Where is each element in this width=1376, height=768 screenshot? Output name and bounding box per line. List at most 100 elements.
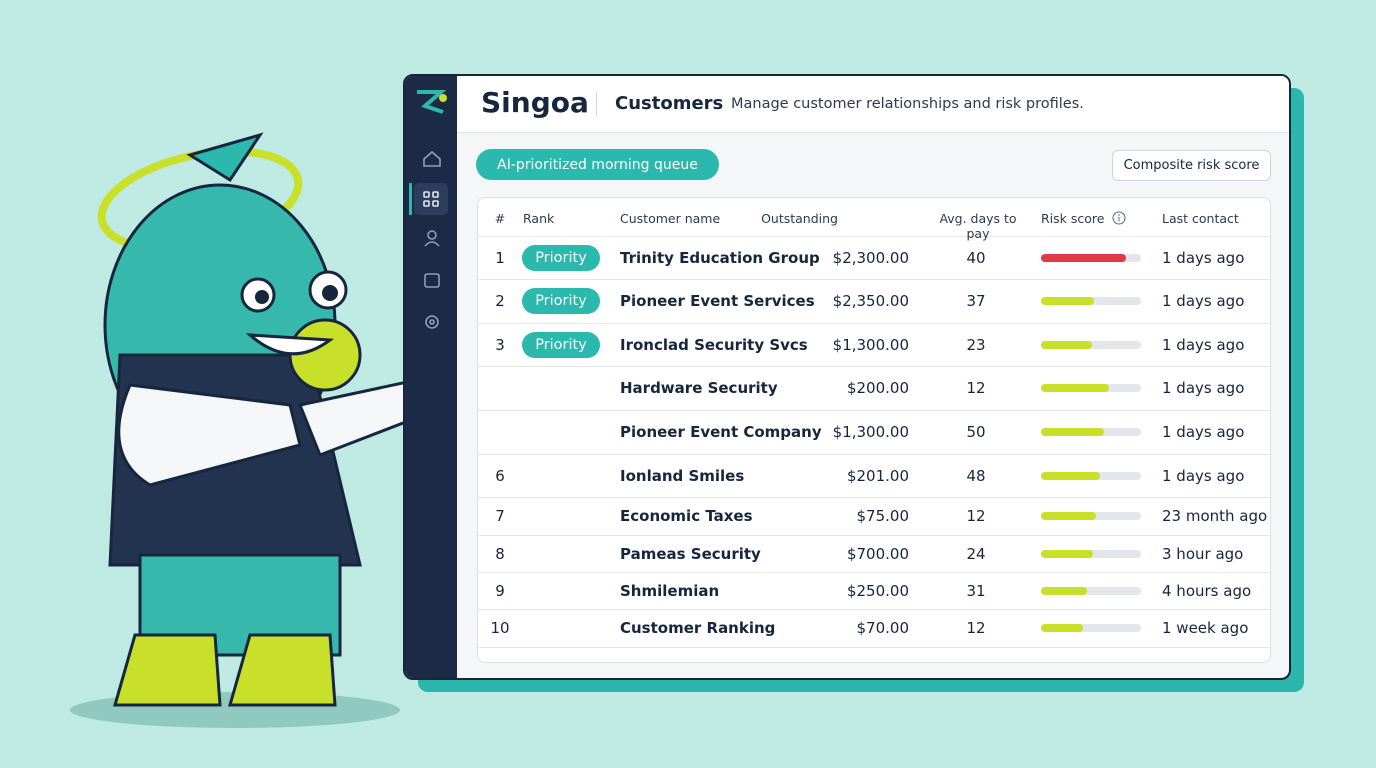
rank-badge: Priority [522,244,600,271]
column-header: Last contact [1162,211,1239,226]
last-contact: 1 days ago [1162,423,1245,441]
avg-days: 40 [966,248,986,267]
row-number: 9 [495,581,505,600]
avg-days: 24 [966,544,986,563]
risk-bar [1041,384,1109,392]
risk-bar [1041,512,1096,520]
risk-track [1041,428,1141,436]
risk-bar [1041,549,1093,558]
customer-name: Trinity Education Group [620,248,820,267]
last-contact: 1 days ago [1162,335,1245,354]
row-number: 3 [495,335,505,354]
rank-badge: Priority [522,288,600,314]
app-window: Singoa Customers Manage customer relatio… [403,74,1291,680]
customer-table: # Rank Customer name Outstanding Avg. days t… [477,197,1271,663]
risk-track [1041,297,1141,305]
customer-name: Shmilemian [620,581,720,600]
row-number: 7 [495,507,505,525]
column-header: Outstanding [761,211,838,226]
risk-track [1041,340,1141,349]
brand: Singoa [481,86,589,119]
customer-name: Economic Taxes [620,507,753,525]
risk-button[interactable]: Composite risk score [1112,150,1271,181]
table-row: 3 Priority Ironclad Security Svcs $1,300.00… [478,323,1270,367]
risk-bar [1041,586,1087,595]
risk-track [1041,586,1141,595]
outstanding: $700.00 [846,544,909,563]
table-row: 10 Customer Ranking $70.00 12 1 week ago [478,609,1270,648]
table-header: # Rank Customer name Outstanding Avg. days t… [478,198,1270,241]
avg-days: 23 [966,335,986,354]
column-header: Customer name [620,211,721,226]
description: Manage customer relationships and risk p… [731,96,1084,112]
customer-name: Ironclad Security Svcs [620,335,808,354]
row-number: 2 [495,292,505,310]
header: Singoa Customers Manage customer relatio… [457,76,1289,133]
table-row: 7 Economic Taxes $75.00 12 23 month ago [478,497,1270,536]
outstanding: $250.00 [846,581,909,600]
risk-track [1041,512,1141,520]
risk-track [1041,253,1141,262]
last-contact: 3 hour ago [1162,544,1244,563]
customer-name: Ionland Smiles [620,466,745,485]
table-row: Hardware Security $200.00 12 1 days ago [478,366,1270,411]
outstanding: $200.00 [846,379,909,397]
column-header: Rank [523,211,555,226]
avg-days: 12 [966,379,986,397]
last-contact: 1 days ago [1162,466,1245,485]
customer-name: Pioneer Event Services [620,292,815,310]
risk-track [1041,384,1141,392]
outstanding: $2,350.00 [832,292,909,310]
table-row: 2 Priority Pioneer Event Services $2,350.00… [478,279,1270,324]
risk-bar [1041,297,1094,305]
last-contact: 1 days ago [1162,292,1245,310]
customer-name: Pioneer Event Company [620,423,822,441]
column-header: Avg. days to pay [939,211,1017,241]
risk-track [1041,471,1141,480]
table-row: 1 Priority Trinity Education Group $2,300.0… [478,236,1270,280]
outstanding: $1,300.00 [832,335,909,354]
risk-bar [1041,624,1083,632]
divider [596,92,597,116]
sidebar [405,76,457,678]
outstanding: $2,300.00 [832,248,909,267]
column-header: # [494,211,506,226]
last-contact: 1 week ago [1162,619,1249,637]
risk-bar [1041,340,1092,349]
risk-track [1041,549,1141,558]
last-contact: 4 hours ago [1162,581,1252,600]
row-number: 8 [495,544,505,563]
avg-days: 31 [966,581,986,600]
info-icon[interactable] [1112,211,1126,225]
table-row: 9 Shmilemian $250.00 31 4 hours ago [478,572,1270,610]
risk-bar [1041,428,1104,436]
customer-name: Hardware Security [620,379,778,397]
queue-button[interactable]: AI-prioritized morning queue [476,149,719,180]
risk-bar [1041,471,1100,480]
row-number: 6 [495,466,505,485]
table-row: Pioneer Event Company $1,300.00 50 1 days a… [478,410,1270,455]
table-row: 6 Ionland Smiles $201.00 48 1 days ago [478,454,1270,498]
outstanding: $75.00 [856,507,910,525]
last-contact: 1 days ago [1162,248,1245,267]
column-header: Risk score [1041,211,1105,226]
table-row: 8 Pameas Security $700.00 24 3 hour ago [478,535,1270,573]
avg-days: 37 [966,292,986,310]
avg-days: 48 [966,466,986,485]
row-number: 1 [495,248,505,267]
avg-days: 12 [966,507,986,525]
outstanding: $201.00 [846,466,909,485]
outstanding: $70.00 [856,619,910,637]
avg-days: 50 [966,423,986,441]
risk-bar [1041,253,1126,262]
section-title: Customers [615,93,724,114]
mascot [70,132,420,728]
rank-badge: Priority [522,331,600,358]
avg-days: 12 [966,619,986,637]
sidebar-icons [409,90,448,329]
row-number: 10 [490,619,510,637]
last-contact: 1 days ago [1162,379,1245,397]
customer-name: Customer Ranking [620,619,776,637]
last-contact: 23 month ago [1162,507,1268,525]
